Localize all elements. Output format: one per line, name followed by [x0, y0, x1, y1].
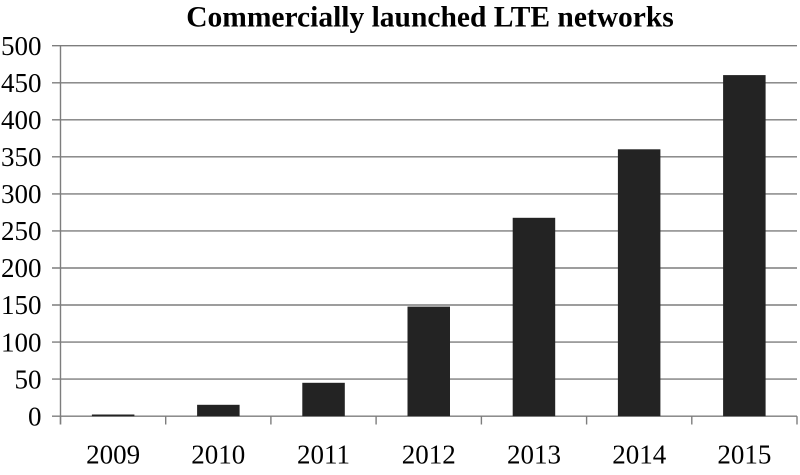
svg-text:2012: 2012 [402, 440, 456, 470]
svg-text:2010: 2010 [191, 440, 245, 470]
svg-text:300: 300 [1, 179, 42, 209]
svg-text:150: 150 [1, 290, 42, 320]
svg-text:2015: 2015 [717, 440, 771, 470]
svg-text:100: 100 [1, 327, 42, 357]
svg-text:2013: 2013 [507, 440, 561, 470]
svg-text:400: 400 [1, 105, 42, 135]
svg-text:350: 350 [1, 142, 42, 172]
svg-text:2009: 2009 [86, 440, 140, 470]
svg-text:0: 0 [28, 401, 42, 431]
svg-text:500: 500 [1, 31, 42, 61]
svg-text:Commercially launched LTE netw: Commercially launched LTE networks [186, 2, 674, 34]
svg-text:2014: 2014 [612, 440, 667, 470]
svg-text:450: 450 [1, 68, 42, 98]
svg-text:250: 250 [1, 216, 42, 246]
svg-text:50: 50 [15, 364, 42, 394]
svg-text:200: 200 [1, 253, 42, 283]
svg-text:2011: 2011 [297, 440, 350, 470]
